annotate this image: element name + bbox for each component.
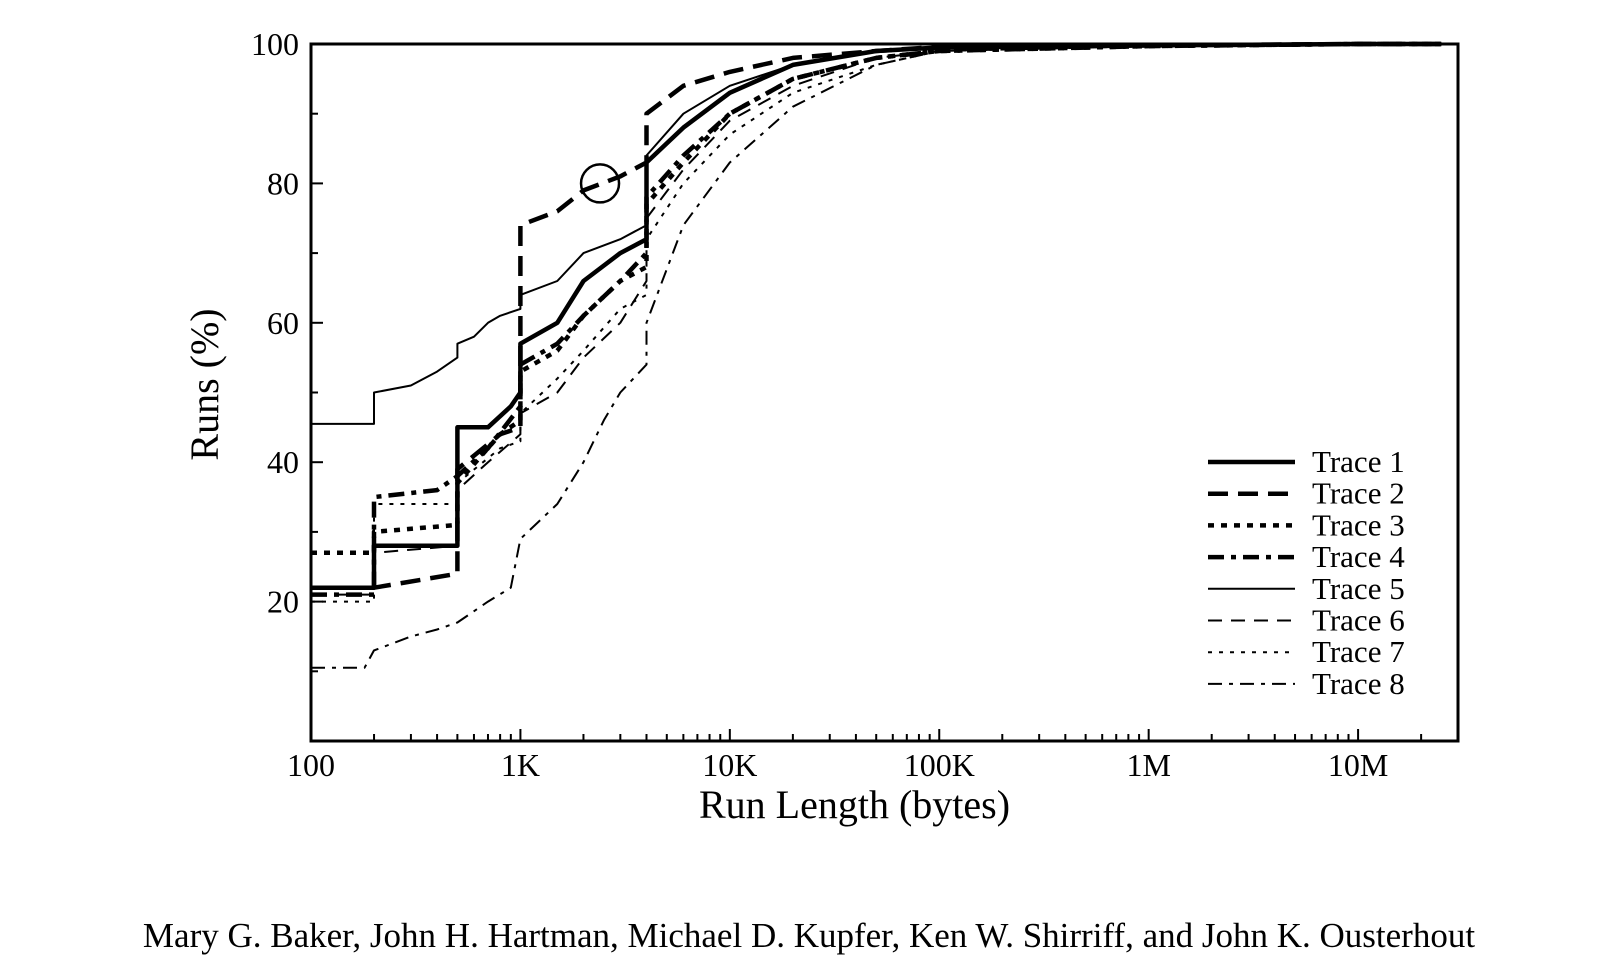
x-tick-label: 1K — [501, 747, 540, 783]
legend-label-trace-3: Trace 3 — [1312, 507, 1405, 542]
series-line-trace-5 — [311, 43, 1442, 425]
legend-label-trace-6: Trace 6 — [1312, 603, 1405, 638]
legend-label-trace-1: Trace 1 — [1312, 444, 1405, 479]
y-axis-label: Runs (%) — [182, 308, 227, 460]
y-tick-label: 60 — [267, 305, 299, 341]
y-tick-label: 40 — [267, 444, 299, 480]
legend-label-trace-4: Trace 4 — [1312, 539, 1405, 574]
tick-layer: 100 1K 10K 100K 1M 10M 20 40 60 80 100 — [251, 26, 1459, 783]
series-line-trace-1 — [311, 41, 1442, 590]
series-line-trace-2 — [311, 41, 1442, 590]
y-tick-label: 20 — [267, 584, 299, 620]
series-layer — [311, 41, 1442, 669]
legend-label-trace-2: Trace 2 — [1312, 476, 1405, 511]
annotation-layer — [579, 163, 621, 204]
legend-label-trace-7: Trace 7 — [1312, 634, 1405, 669]
series-line-trace-4 — [311, 41, 1442, 597]
x-tick-label: 100 — [287, 747, 335, 783]
author-caption: Mary G. Baker, John H. Hartman, Michael … — [142, 916, 1476, 955]
x-tick-label: 10K — [702, 747, 757, 783]
y-tick-label: 100 — [251, 26, 299, 62]
x-axis-label: Run Length (bytes) — [699, 782, 1010, 827]
series-line-trace-3 — [311, 41, 1442, 556]
x-tick-label: 10M — [1328, 747, 1388, 783]
x-tick-label: 1M — [1126, 747, 1170, 783]
series-line-trace-6 — [311, 43, 1442, 596]
plot-frame — [309, 42, 1460, 743]
series-line-trace-8 — [311, 43, 1442, 669]
annotation-circle — [579, 163, 621, 204]
series-line-trace-7 — [311, 43, 1442, 603]
legend-label-trace-8: Trace 8 — [1312, 666, 1405, 701]
x-tick-label: 100K — [904, 747, 975, 783]
legend-label-trace-5: Trace 5 — [1312, 571, 1405, 606]
y-tick-label: 80 — [267, 165, 299, 201]
